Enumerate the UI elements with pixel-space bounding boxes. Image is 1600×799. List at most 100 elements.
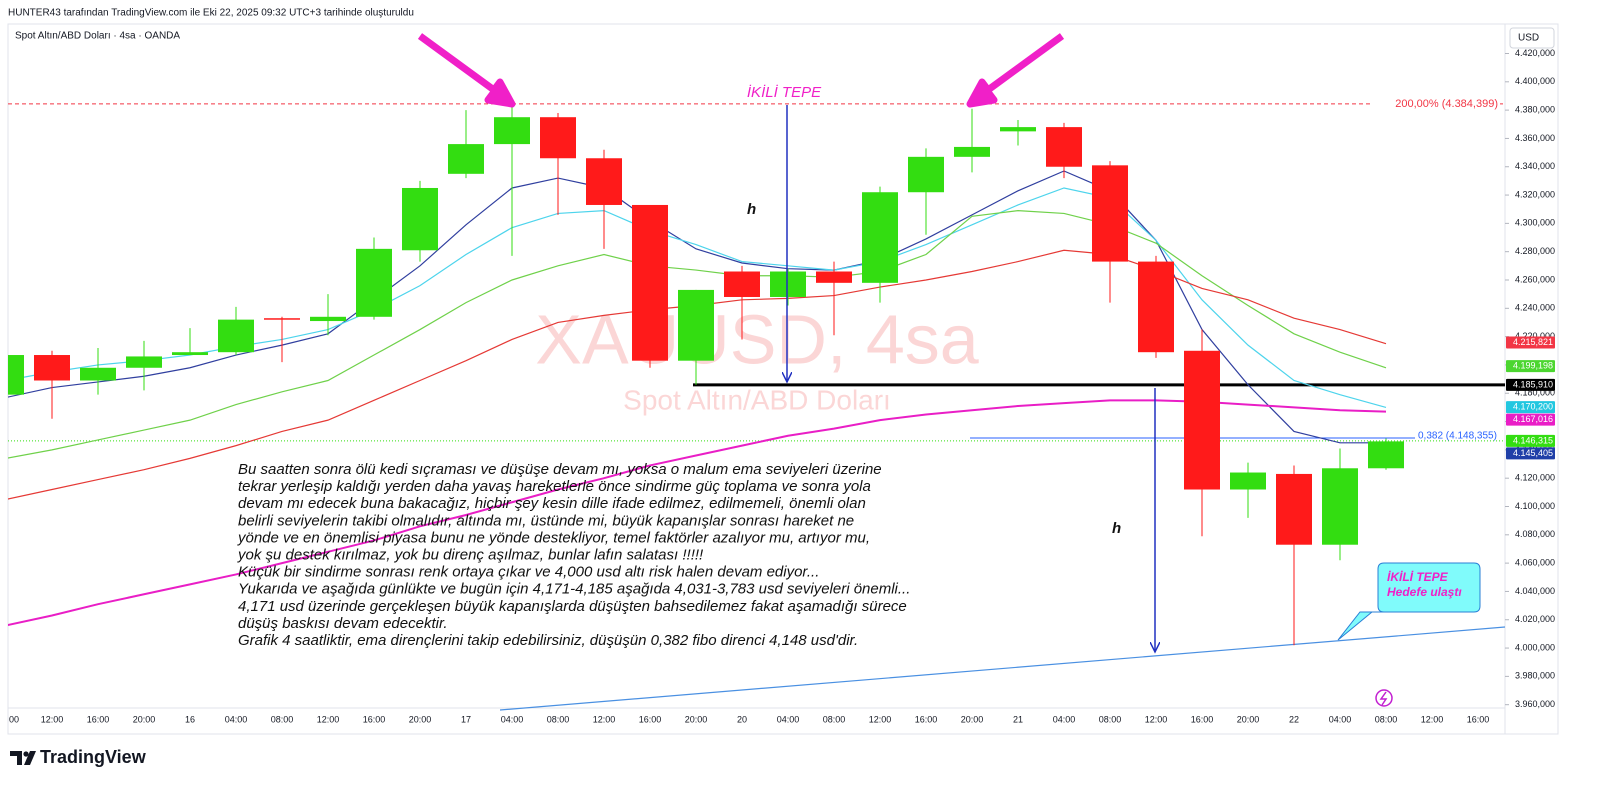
candle-body xyxy=(34,355,70,381)
level-label-bg xyxy=(1372,95,1500,112)
candle-body xyxy=(1092,165,1128,262)
candle-body xyxy=(356,248,392,317)
analysis-text: belirli seviyelerin takibi olmalıdır, al… xyxy=(238,512,854,529)
analysis-text: Bu saatten sonra ölü kedi sıçraması ve d… xyxy=(238,461,882,478)
price-label: 4.170,200 xyxy=(1513,401,1553,411)
y-tick-label: 4.320,000 xyxy=(1515,189,1555,199)
y-tick-label: 4.240,000 xyxy=(1515,303,1555,313)
arrow-left xyxy=(417,33,516,108)
ema-line xyxy=(8,399,1387,627)
annotations: İKİLİ TEPE h h İKİLİ TEPE Hedefe ulaştı … xyxy=(237,33,1500,707)
y-tick-label: 4.280,000 xyxy=(1515,246,1555,256)
level-label: 0,382 (4.148,355) xyxy=(1418,431,1497,442)
price-label-bg xyxy=(1506,336,1555,349)
y-tick-label: 4.360,000 xyxy=(1515,133,1555,143)
candle-body xyxy=(1322,468,1358,545)
y-tick-label: 4.420,000 xyxy=(1515,48,1555,58)
pattern-label: İKİLİ TEPE xyxy=(747,84,822,101)
x-tick-label: 08:00 xyxy=(1375,714,1398,724)
y-tick-label: 3.960,000 xyxy=(1515,699,1555,709)
ema-line xyxy=(8,210,1387,459)
x-tick-label: 04:00 xyxy=(1329,714,1352,724)
replay-icon-bolt xyxy=(1379,691,1388,706)
currency-box[interactable] xyxy=(1509,27,1555,49)
x-tick-label: 12:00 xyxy=(1145,714,1168,724)
brand-logo: TradingView xyxy=(10,747,147,767)
y-tick-label: 4.380,000 xyxy=(1515,104,1555,114)
x-tick-label: 16:00 xyxy=(363,714,386,724)
x-tick-label: 08:00 xyxy=(271,714,294,724)
candle-body xyxy=(310,316,346,322)
candle-body xyxy=(402,187,438,251)
candle-body xyxy=(172,352,208,356)
x-tick-label: 12:00 xyxy=(593,714,616,724)
analysis-text: Grafik 4 saatliktir, ema dirençlerini ta… xyxy=(238,632,858,649)
trend-line xyxy=(499,626,1505,711)
y-tick-label: 4.000,000 xyxy=(1515,642,1555,652)
callout-line: Hedefe ulaştı xyxy=(1387,585,1462,599)
x-tick-label: 12:00 xyxy=(869,714,892,724)
y-tick-label: 4.180,000 xyxy=(1515,388,1555,398)
candle-body xyxy=(8,355,24,395)
header: HUNTER43 tarafından TradingView.com ile … xyxy=(8,8,414,19)
replay-icon[interactable] xyxy=(1375,689,1393,707)
y-tick-label: 4.260,000 xyxy=(1515,274,1555,284)
x-tick-label: 17 xyxy=(461,714,471,724)
y-tick-label: 4.060,000 xyxy=(1515,557,1555,567)
x-tick-label: 20:00 xyxy=(409,714,432,724)
x-tick-label: 22 xyxy=(1289,714,1299,724)
y-tick-label: 4.100,000 xyxy=(1515,501,1555,511)
plot-area: XAUUSD, 4sa Spot Altın/ABD Doları xyxy=(8,103,1505,711)
x-tick-label: 08:00 xyxy=(823,714,846,724)
x-tick-label: 12:00 xyxy=(317,714,340,724)
x-tick-label: 20:00 xyxy=(133,714,156,724)
symbol-info: Spot Altın/ABD Doları · 4sa · OANDA xyxy=(15,31,180,42)
candle-body xyxy=(1000,127,1036,132)
logo-mark xyxy=(23,751,29,757)
x-tick-label: 08:00 xyxy=(1099,714,1122,724)
price-label: 4.146,315 xyxy=(1513,435,1553,445)
time-axis: 00 12:00 16:00 20:00 16 04:00 08:00 12:00 16:00 2… xyxy=(9,714,1489,724)
price-label-bg xyxy=(1506,447,1555,460)
logo-mark xyxy=(10,751,22,765)
height-label: h xyxy=(1112,520,1121,537)
y-tick-label: 4.120,000 xyxy=(1515,473,1555,483)
y-tick-label: 4.020,000 xyxy=(1515,614,1555,624)
watermark-title: XAUUSD, 4sa xyxy=(535,300,979,378)
x-tick-label: 20:00 xyxy=(1237,714,1260,724)
price-label-bg xyxy=(1506,378,1555,391)
x-tick-label: 16:00 xyxy=(1467,714,1490,724)
candle-body xyxy=(264,318,300,320)
x-tick-label: 12:00 xyxy=(1421,714,1444,724)
arrow-right xyxy=(966,33,1065,108)
callout-box xyxy=(1337,562,1481,641)
y-tick-label: 4.300,000 xyxy=(1515,218,1555,228)
price-label: 4.215,821 xyxy=(1513,337,1553,347)
candle-body xyxy=(1230,472,1266,490)
x-tick-label: 08:00 xyxy=(547,714,570,724)
candle-body xyxy=(908,156,944,193)
candle-body xyxy=(1184,350,1220,490)
x-tick-label: 04:00 xyxy=(501,714,524,724)
candle-body xyxy=(816,271,852,283)
height-label: h xyxy=(747,201,756,218)
price-label-bg xyxy=(1506,413,1555,426)
x-tick-label: 12:00 xyxy=(41,714,64,724)
analysis-text: yönde ve en önemlisi piyasa bunu ne yönd… xyxy=(237,529,870,546)
callout-line: İKİLİ TEPE xyxy=(1387,569,1449,584)
analysis-text: Küçük bir sindirme sonrası renk ortaya ç… xyxy=(238,564,819,581)
brand-name: TradingView xyxy=(40,747,147,767)
price-label: 4.167,016 xyxy=(1513,414,1553,424)
y-tick-label: 4.080,000 xyxy=(1515,529,1555,539)
price-label-bg xyxy=(1506,434,1555,447)
candle-body xyxy=(540,117,576,159)
analysis-text: düşüş baskısı devam edecektir. xyxy=(238,615,448,632)
candle-body xyxy=(954,146,990,157)
x-tick-label: 16:00 xyxy=(87,714,110,724)
price-label: 4.199,198 xyxy=(1513,360,1553,370)
price-label: 4.145,405 xyxy=(1513,448,1553,458)
candle-body xyxy=(678,289,714,361)
analysis-text: devam mı edecek buna bakacağız, hiçbir ş… xyxy=(238,495,866,512)
y-tick-label: 4.340,000 xyxy=(1515,161,1555,171)
